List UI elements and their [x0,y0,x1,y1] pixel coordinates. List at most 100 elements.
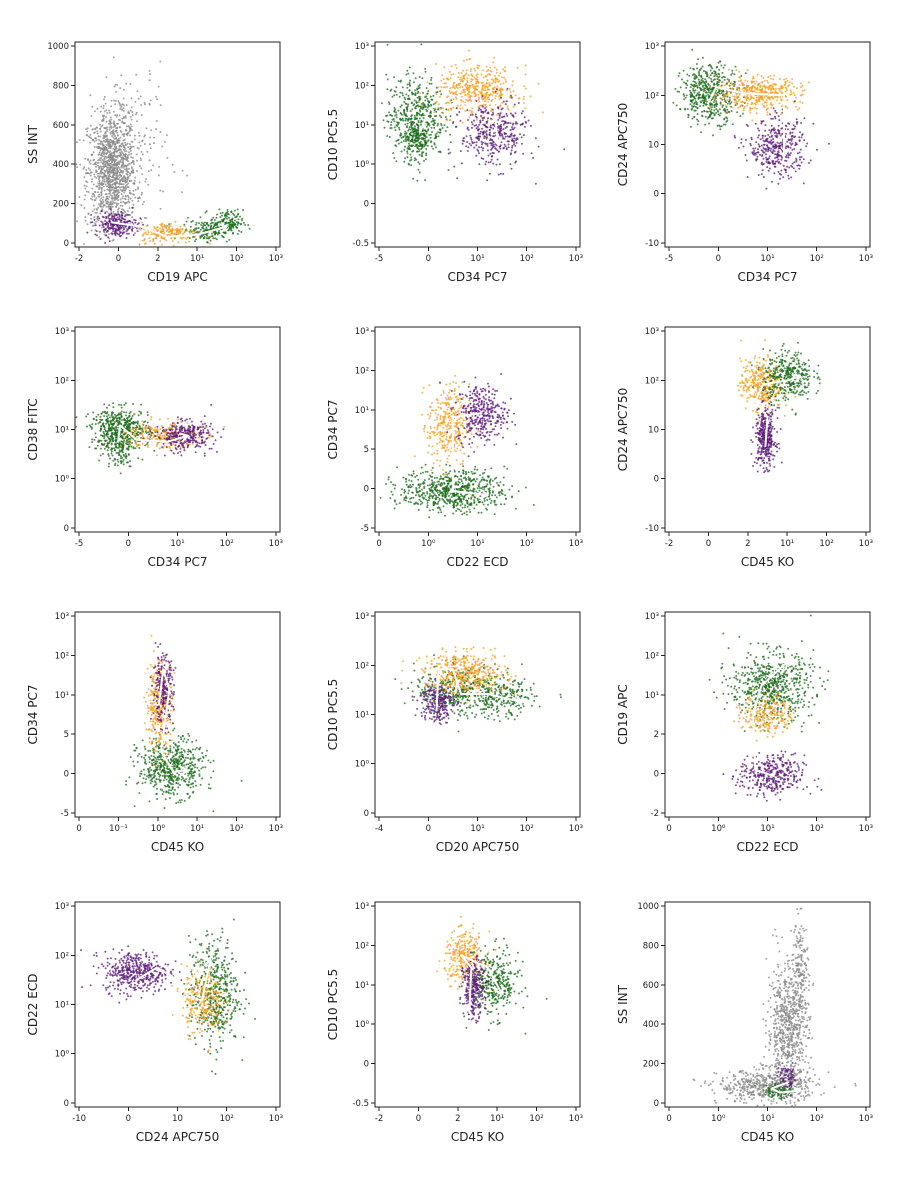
point-all-events [123,122,126,124]
point-green [723,76,726,79]
point-all-events [131,199,134,202]
point-all-events [116,131,119,134]
point-purple [788,154,791,157]
point-green [406,86,409,89]
point-green [209,239,212,242]
point-green [733,73,736,76]
point-green [411,138,414,141]
point-all-events [137,131,140,134]
point-all-events [101,124,104,127]
point-orange [791,82,794,85]
point-purple [470,121,473,124]
point-all-events [97,164,99,167]
point-all-events [141,173,144,176]
point-purple [475,144,478,147]
point-orange [156,226,159,229]
point-orange [493,66,496,69]
point-purple [505,113,508,115]
point-green [425,108,428,111]
point-orange [768,84,771,87]
point-all-events [114,135,116,137]
point-purple [111,215,114,218]
point-all-events [98,193,101,196]
point-all-events [114,143,116,146]
point-green [426,123,429,126]
point-green [424,179,427,182]
point-green [200,221,203,224]
point-green [690,108,693,111]
point-green [718,90,721,92]
point-all-events [85,172,87,175]
point-purple [490,139,493,141]
point-green [702,88,705,91]
point-orange [481,88,484,90]
point-green [410,102,413,105]
point-green [389,127,392,130]
scatter-points [75,402,226,475]
point-orange [790,90,793,93]
point-purple [777,130,780,133]
point-green [422,101,425,104]
point-orange [765,98,768,101]
point-orange [419,92,422,95]
point-green [704,123,707,126]
point-all-events [122,162,125,165]
point-purple [509,94,512,97]
point-green [683,94,686,97]
x-axis-label: CD34 PC7 [738,270,798,284]
point-orange [741,83,744,86]
point-all-events [85,180,88,183]
point-orange [743,95,746,98]
point-all-events [129,148,132,150]
point-orange [163,225,166,228]
point-purple [516,122,519,125]
point-purple [768,141,770,144]
point-orange [746,86,749,89]
point-all-events [103,95,106,98]
point-green [711,87,714,90]
point-all-events [140,159,142,162]
point-orange [761,85,764,88]
point-all-events [78,139,81,141]
point-green [224,232,227,235]
point-purple [478,123,481,126]
point-orange [761,97,764,100]
point-all-events [86,134,89,137]
point-purple [789,146,792,149]
point-purple [466,126,469,129]
point-green [195,238,197,241]
point-orange [182,232,185,235]
point-purple [456,177,459,180]
point-all-events [75,163,78,166]
point-green [406,98,409,100]
point-purple [107,222,110,225]
point-green [444,116,447,118]
point-green [715,111,718,114]
point-purple [484,135,487,138]
x-tick-label: -5 [375,254,383,264]
point-green [396,139,399,142]
point-purple [503,137,506,140]
point-green [222,220,225,223]
point-all-events [89,159,92,162]
point-orange [472,85,475,88]
point-all-events [124,178,127,181]
point-all-events [116,176,118,179]
point-orange [159,240,162,243]
point-all-events [117,154,120,157]
point-green [226,208,229,211]
point-green [691,101,694,104]
point-purple [777,182,780,185]
point-green [686,73,689,76]
point-green [683,81,685,84]
point-all-events [100,194,103,197]
point-all-events [87,167,90,170]
point-green [426,106,429,109]
point-green [716,91,719,94]
point-all-events [130,161,133,164]
point-green [231,220,234,223]
point-green [394,114,397,117]
point-purple [790,176,793,179]
point-orange [766,86,769,88]
point-purple [494,147,497,150]
